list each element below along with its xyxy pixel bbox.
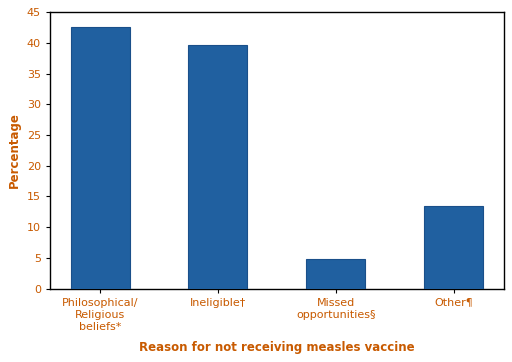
Bar — [306, 259, 365, 289]
Y-axis label: Percentage: Percentage — [8, 113, 22, 188]
Bar — [424, 206, 483, 289]
Bar — [188, 45, 247, 289]
X-axis label: Reason for not receiving measles vaccine: Reason for not receiving measles vaccine — [139, 341, 415, 354]
Bar — [71, 27, 130, 289]
